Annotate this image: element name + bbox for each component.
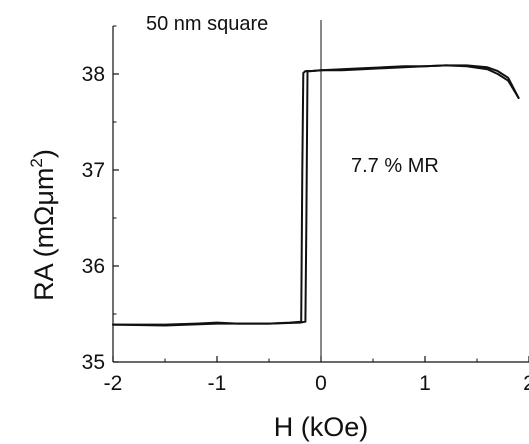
x-tick-label: -1 [208, 372, 227, 395]
mr-annotation: 7.7 % MR [351, 155, 439, 177]
y-tick-label: 35 [82, 351, 105, 374]
y-tick-label: 38 [82, 63, 105, 86]
y-tick-label: 37 [82, 159, 105, 182]
x-tick-label: -2 [104, 372, 123, 395]
ticks [112, 25, 529, 363]
axes [112, 20, 529, 363]
x-tick-label: 2 [523, 372, 529, 395]
x-axis-title: H (kOe) [274, 412, 369, 442]
x-tick-label: 0 [315, 372, 327, 395]
y-axis-title-superscript: 2 [27, 158, 46, 167]
sweep-up-line [112, 64, 520, 326]
sweep-down-line [112, 64, 520, 327]
chart-title: 50 nm square [146, 13, 268, 35]
y-axis-title-close: ) [29, 149, 59, 158]
series-layer [112, 64, 520, 327]
tick-labels: -2 -1 0 1 2 35 36 37 38 [82, 63, 529, 395]
y-axis-title-main: RA (mΩμm [29, 168, 59, 301]
y-tick-label: 36 [82, 255, 105, 278]
y-axis-title: RA (mΩμm2) [27, 149, 59, 301]
x-tick-label: 1 [419, 372, 431, 395]
